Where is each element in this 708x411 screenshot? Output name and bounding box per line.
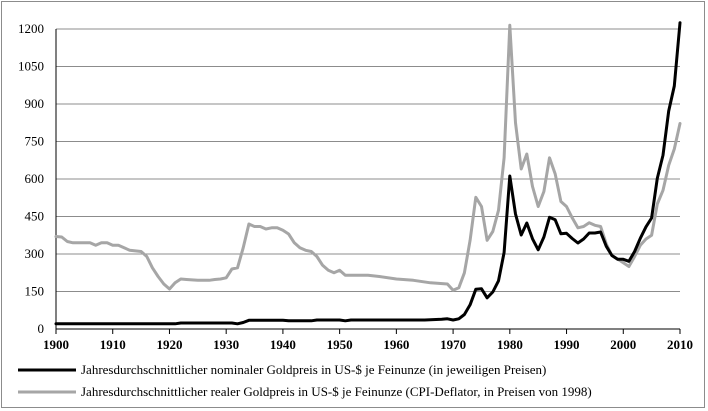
legend-label-real: Jahresdurchschnittlicher realer Goldprei… — [81, 384, 592, 399]
x-tick-label: 1930 — [213, 337, 239, 352]
x-tick-label: 1920 — [156, 337, 182, 352]
y-tick-label: 300 — [25, 246, 45, 261]
legend-label-nominal: Jahresdurchschnittlicher nominaler Goldp… — [81, 362, 546, 377]
y-tick-label: 0 — [38, 321, 45, 336]
series-lines — [54, 21, 682, 326]
x-tick-label: 2000 — [610, 337, 636, 352]
y-tick-label: 900 — [25, 96, 45, 111]
x-tick-label: 1940 — [270, 337, 296, 352]
y-tick-label: 750 — [25, 134, 45, 149]
x-axis-tick-labels: 1900 1910 1920 1930 1940 1950 1960 1970 1980 1990… — [43, 337, 693, 352]
legend: Jahresdurchschnittlicher nominaler Goldp… — [18, 362, 592, 399]
y-tick-label: 1050 — [18, 59, 44, 74]
x-tick-label: 1990 — [554, 337, 580, 352]
series-line-nominal — [54, 21, 682, 326]
x-tick-label: 1980 — [497, 337, 523, 352]
axes — [55, 29, 681, 334]
x-tick-label: 1960 — [383, 337, 409, 352]
series-line-real — [54, 23, 682, 292]
x-tick-label: 1970 — [440, 337, 466, 352]
y-axis-tick-labels: 0 150 300 450 600 750 900 1050 1200 — [18, 21, 44, 336]
x-tick-label: 1900 — [43, 337, 69, 352]
y-tick-label: 600 — [25, 171, 45, 186]
x-tick-label: 1910 — [100, 337, 126, 352]
x-tick-label: 2010 — [667, 337, 693, 352]
y-tick-label: 450 — [25, 209, 45, 224]
x-tick-label: 1950 — [327, 337, 353, 352]
y-tick-label: 150 — [25, 284, 45, 299]
y-tick-label: 1200 — [18, 21, 44, 36]
grid-lines — [56, 28, 680, 292]
